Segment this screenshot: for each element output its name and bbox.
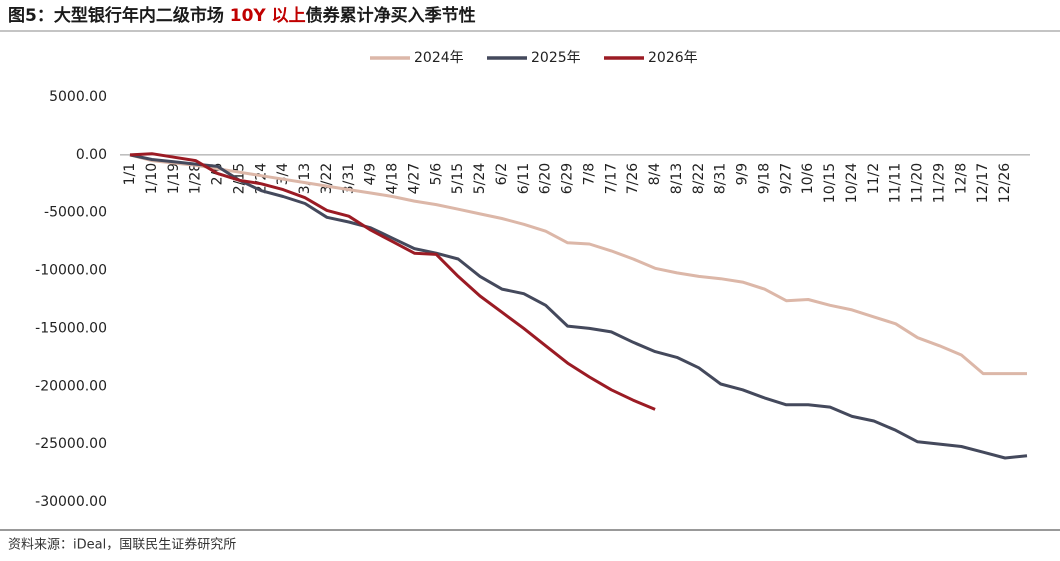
x-tick-label: 5/24 <box>472 163 488 195</box>
x-tick-label: 12/17 <box>975 163 991 203</box>
x-tick-label: 12/26 <box>997 163 1013 203</box>
x-tick-label: 1/19 <box>166 163 182 194</box>
x-tick-label: 10/6 <box>800 163 816 195</box>
x-tick-label: 9/9 <box>735 163 751 186</box>
title-part: 图5：大型银行年内二级市场 <box>8 5 230 26</box>
series-line <box>129 152 656 411</box>
x-tick-label: 11/20 <box>910 163 926 203</box>
x-tick-label: 10/24 <box>844 163 860 203</box>
legend-label: 2024年 <box>414 50 464 66</box>
x-tick-label: 7/8 <box>581 163 597 186</box>
x-tick-label: 12/8 <box>953 163 969 194</box>
x-tick-label: 6/20 <box>538 163 554 194</box>
x-tick-label: 7/17 <box>603 163 619 194</box>
legend-label: 2025年 <box>531 50 581 66</box>
title-highlight: 10Y 以上 <box>230 6 306 26</box>
y-tick-label: -10000.00 <box>35 263 107 279</box>
x-tick-label: 3/31 <box>341 163 357 194</box>
x-tick-label: 11/29 <box>931 163 947 203</box>
x-tick-label: 8/31 <box>713 163 729 194</box>
y-tick-label: -30000.00 <box>35 494 107 510</box>
x-tick-label: 3/22 <box>319 163 335 194</box>
x-tick-label: 1/1 <box>122 163 138 186</box>
x-tick-label: 3/13 <box>297 163 313 194</box>
y-tick-label: -15000.00 <box>35 320 107 336</box>
x-tick-label: 8/4 <box>647 163 663 186</box>
x-tick-label: 8/22 <box>691 163 707 194</box>
x-tick-label: 6/29 <box>560 163 576 194</box>
source-note: 资料来源：iDeal，国联民生证券研究所 <box>8 537 236 553</box>
legend-label: 2026年 <box>648 50 698 66</box>
chart-title: 图5：大型银行年内二级市场 10Y 以上债券累计净买入季节性 <box>8 5 476 26</box>
x-tick-label: 10/15 <box>822 163 838 203</box>
x-tick-label: 11/2 <box>866 163 882 194</box>
title-part: 债券累计净买入季节性 <box>306 5 476 26</box>
x-tick-label: 6/2 <box>494 163 510 186</box>
x-tick-label: 8/13 <box>669 163 685 194</box>
x-tick-label: 2/24 <box>253 163 269 195</box>
x-tick-label: 5/15 <box>450 163 466 194</box>
x-tick-label: 4/9 <box>363 163 379 186</box>
y-tick-label: 0.00 <box>76 147 107 163</box>
x-tick-label: 5/6 <box>428 163 444 186</box>
x-tick-label: 6/11 <box>516 163 532 194</box>
x-tick-label: 4/18 <box>385 163 401 194</box>
x-tick-label: 3/4 <box>275 163 291 186</box>
x-tick-label: 9/27 <box>778 163 794 194</box>
y-tick-label: -25000.00 <box>35 436 107 452</box>
x-tick-label: 4/27 <box>406 163 422 194</box>
y-tick-label: 5000.00 <box>49 89 107 105</box>
y-tick-label: -5000.00 <box>44 205 107 221</box>
y-tick-label: -20000.00 <box>35 378 107 394</box>
x-tick-label: 1/10 <box>144 163 160 194</box>
series-line <box>129 153 1027 376</box>
x-tick-label: 7/26 <box>625 163 641 195</box>
x-tick-label: 11/11 <box>888 163 904 203</box>
x-tick-label: 9/18 <box>756 163 772 194</box>
series-line <box>129 153 1028 460</box>
x-tick-label: 1/28 <box>188 163 204 194</box>
